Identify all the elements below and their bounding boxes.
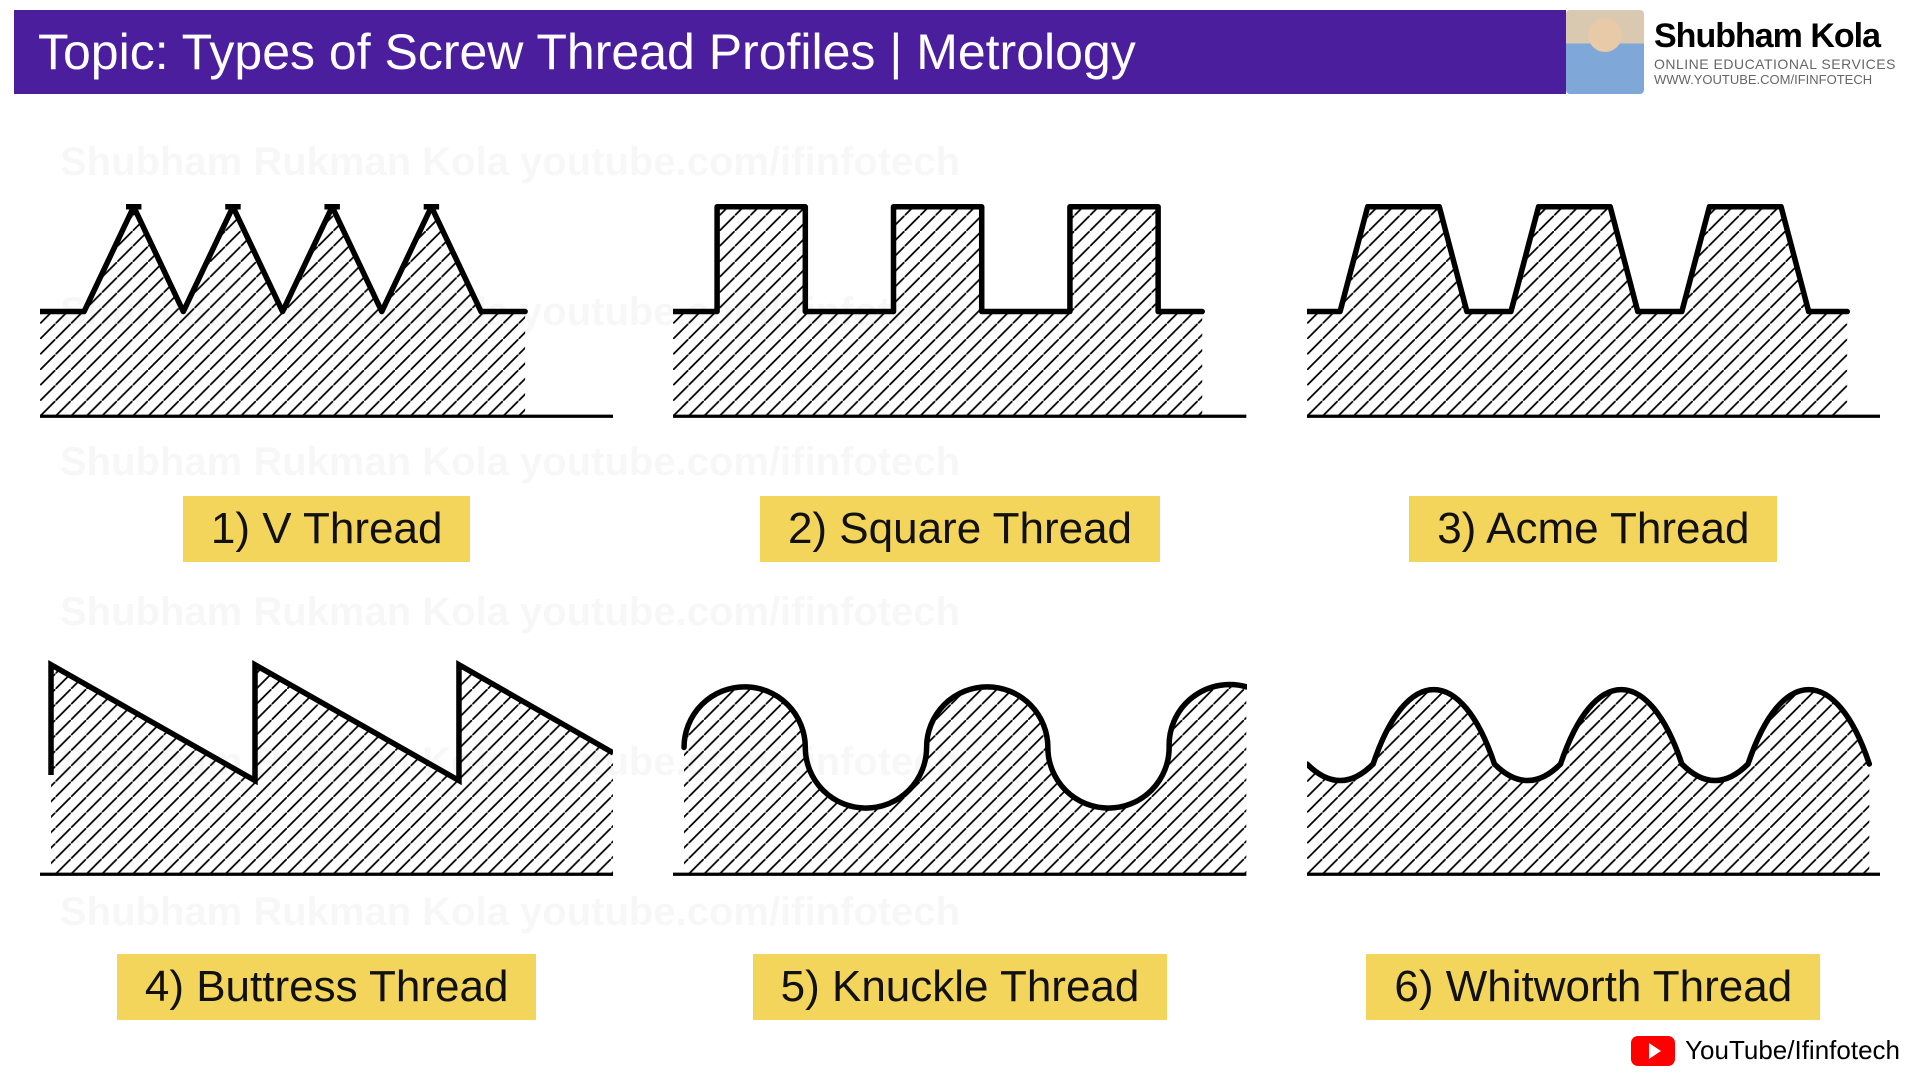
brand-name: Shubham Kola bbox=[1654, 17, 1896, 56]
v-thread-diagram bbox=[40, 144, 613, 468]
presenter-avatar bbox=[1566, 10, 1644, 94]
brand-url: WWW.YOUTUBE.COM/IFINFOTECH bbox=[1654, 72, 1896, 87]
thread-cell-whitworth: 6) Whitworth Thread bbox=[1307, 602, 1880, 1020]
thread-cell-acme: 3) Acme Thread bbox=[1307, 144, 1880, 562]
thread-grid: 1) V Thread 2) Square Thread 3) Acme Thr… bbox=[0, 104, 1920, 1080]
v-thread-label: 1) V Thread bbox=[183, 496, 471, 562]
buttress-thread-label: 4) Buttress Thread bbox=[117, 954, 537, 1020]
square-thread-label: 2) Square Thread bbox=[760, 496, 1160, 562]
whitworth-thread-diagram bbox=[1307, 602, 1880, 926]
youtube-badge: YouTube/Ifinfotech bbox=[1631, 1035, 1900, 1066]
brand-subtitle: ONLINE EDUCATIONAL SERVICES bbox=[1654, 56, 1896, 72]
page-title: Topic: Types of Screw Thread Profiles | … bbox=[14, 10, 1566, 94]
youtube-icon bbox=[1631, 1036, 1675, 1066]
thread-cell-buttress: 4) Buttress Thread bbox=[40, 602, 613, 1020]
thread-cell-v: 1) V Thread bbox=[40, 144, 613, 562]
knuckle-thread-diagram bbox=[673, 602, 1246, 926]
thread-cell-knuckle: 5) Knuckle Thread bbox=[673, 602, 1246, 1020]
whitworth-thread-label: 6) Whitworth Thread bbox=[1366, 954, 1820, 1020]
thread-cell-square: 2) Square Thread bbox=[673, 144, 1246, 562]
branding-block: Shubham Kola ONLINE EDUCATIONAL SERVICES… bbox=[1566, 10, 1906, 94]
square-thread-diagram bbox=[673, 144, 1246, 468]
buttress-thread-diagram bbox=[40, 602, 613, 926]
youtube-badge-text: YouTube/Ifinfotech bbox=[1685, 1035, 1900, 1066]
knuckle-thread-label: 5) Knuckle Thread bbox=[753, 954, 1168, 1020]
acme-thread-diagram bbox=[1307, 144, 1880, 468]
acme-thread-label: 3) Acme Thread bbox=[1409, 496, 1777, 562]
header: Topic: Types of Screw Thread Profiles | … bbox=[0, 0, 1920, 104]
